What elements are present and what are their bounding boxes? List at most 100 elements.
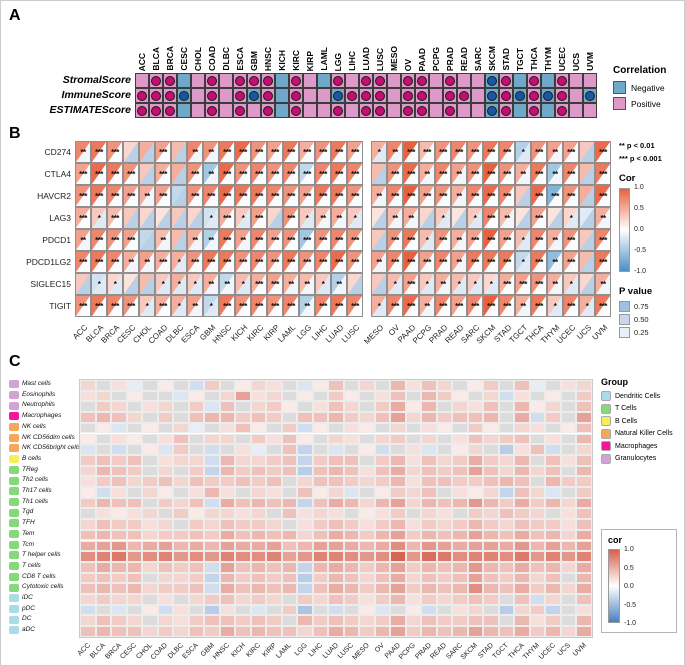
cell-correlation-cell [235, 433, 251, 445]
gene-correlation-cell: *** [299, 163, 315, 185]
significance-stars: *** [319, 235, 327, 245]
correlation-cell [135, 88, 149, 103]
gene-correlation-cell: *** [403, 229, 419, 251]
cell-correlation-cell [312, 561, 328, 573]
cell-correlation-cell [219, 476, 235, 487]
gene-correlation-cell: *** [283, 229, 299, 251]
correlation-dot [333, 105, 343, 116]
column-label: PCPG [429, 17, 443, 71]
legend-item: Dendritic Cells [601, 391, 673, 401]
cell-correlation-cell [188, 444, 204, 455]
gene-correlation-cell: ** [387, 207, 403, 229]
cell-correlation-cell [95, 529, 111, 541]
column-label-text: LGG [333, 52, 343, 71]
correlation-dot [165, 90, 175, 101]
cell-correlation-cell [498, 433, 514, 445]
correlation-dot [207, 105, 217, 116]
cell-correlation-cell [312, 615, 328, 627]
significance-stars: *** [303, 257, 311, 267]
cell-correlation-cell [436, 604, 452, 616]
cell-correlation-cell [436, 433, 452, 445]
significance-stars: *** [287, 213, 295, 223]
gene-correlation-cell: *** [235, 163, 251, 185]
cell-correlation-cell [514, 422, 530, 434]
correlation-dot [487, 105, 497, 116]
cell-correlation-cell [421, 433, 437, 445]
correlation-cell [541, 73, 555, 88]
significance-stars: * [161, 279, 165, 289]
correlation-cell [345, 88, 359, 103]
cell-correlation-cell [235, 454, 251, 466]
column-label: BLCA [149, 17, 163, 71]
correlation-cell [289, 73, 303, 88]
cell-correlation-cell [436, 508, 452, 520]
cell-correlation-cell [126, 422, 142, 434]
column-label: LAML [317, 17, 331, 71]
cell-correlation-cell [173, 594, 189, 605]
cell-correlation-cell [390, 390, 406, 402]
correlation-cell [541, 103, 555, 118]
cell-correlation-cell [111, 626, 127, 637]
cell-correlation-cell [126, 561, 142, 573]
cell-correlation-cell [405, 487, 421, 498]
gene-correlation-cell: * [299, 207, 315, 229]
cell-correlation-cell [483, 380, 499, 391]
cell-correlation-cell [235, 380, 251, 391]
cell-correlation-cell [483, 487, 499, 498]
cell-correlation-cell [250, 401, 266, 413]
cell-correlation-cell [390, 487, 406, 498]
cell-correlation-cell [514, 583, 530, 594]
significance-stars: *** [319, 191, 327, 201]
row-label: TReg [22, 465, 38, 473]
cor-legend-title: Cor [619, 173, 636, 184]
cell-correlation-cell [157, 551, 173, 562]
gene-correlation-cell: *** [219, 185, 235, 207]
cell-correlation-cell [436, 561, 452, 573]
cell-correlation-cell [498, 476, 514, 487]
cell-correlation-cell [173, 583, 189, 594]
cell-correlation-cell [436, 497, 452, 509]
correlation-cell [457, 73, 471, 88]
correlation-cell [303, 88, 317, 103]
gene-correlation-cell: *** [155, 295, 171, 317]
gene-correlation-cell: *** [267, 185, 283, 207]
cell-correlation-cell [219, 583, 235, 594]
group-chip [9, 487, 19, 496]
correlation-dot [361, 90, 371, 101]
correlation-cell [261, 103, 275, 118]
cell-correlation-cell [359, 390, 375, 402]
gene-correlation-cell: *** [435, 163, 451, 185]
column-label-text: BLCA [151, 47, 161, 71]
cell-correlation-cell [235, 583, 251, 594]
significance-stars: *** [239, 147, 247, 157]
cell-correlation-cell [142, 594, 158, 605]
correlation-cell [541, 88, 555, 103]
significance-stars: ** [240, 235, 246, 245]
cell-correlation-cell [498, 401, 514, 413]
significance-stars: *** [391, 169, 399, 179]
cell-correlation-cell [250, 561, 266, 573]
significance-stars: *** [191, 191, 199, 201]
significance-stars: *** [111, 301, 119, 311]
significance-stars: ** [376, 191, 382, 201]
cell-correlation-cell [483, 433, 499, 445]
cell-correlation-cell [157, 626, 173, 637]
cell-correlation-cell [452, 433, 468, 445]
correlation-dot [487, 90, 497, 101]
correlation-cell [527, 88, 541, 103]
gene-correlation-cell: *** [315, 163, 331, 185]
gene-correlation-cell: *** [467, 141, 483, 163]
legend-tick: 1.0 [624, 546, 634, 553]
cell-correlation-cell [560, 594, 576, 605]
cell-correlation-cell [390, 529, 406, 541]
gene-correlation-cell [579, 141, 595, 163]
cell-correlation-cell [328, 433, 344, 445]
cell-correlation-cell [142, 380, 158, 391]
cell-correlation-cell [374, 540, 390, 552]
gene-correlation-cell: *** [91, 251, 107, 273]
cell-correlation-cell [545, 444, 561, 455]
significance-stars: *** [271, 191, 279, 201]
cell-correlation-cell [126, 454, 142, 466]
gene-correlation-cell: *** [107, 229, 123, 251]
cell-correlation-cell [219, 433, 235, 445]
